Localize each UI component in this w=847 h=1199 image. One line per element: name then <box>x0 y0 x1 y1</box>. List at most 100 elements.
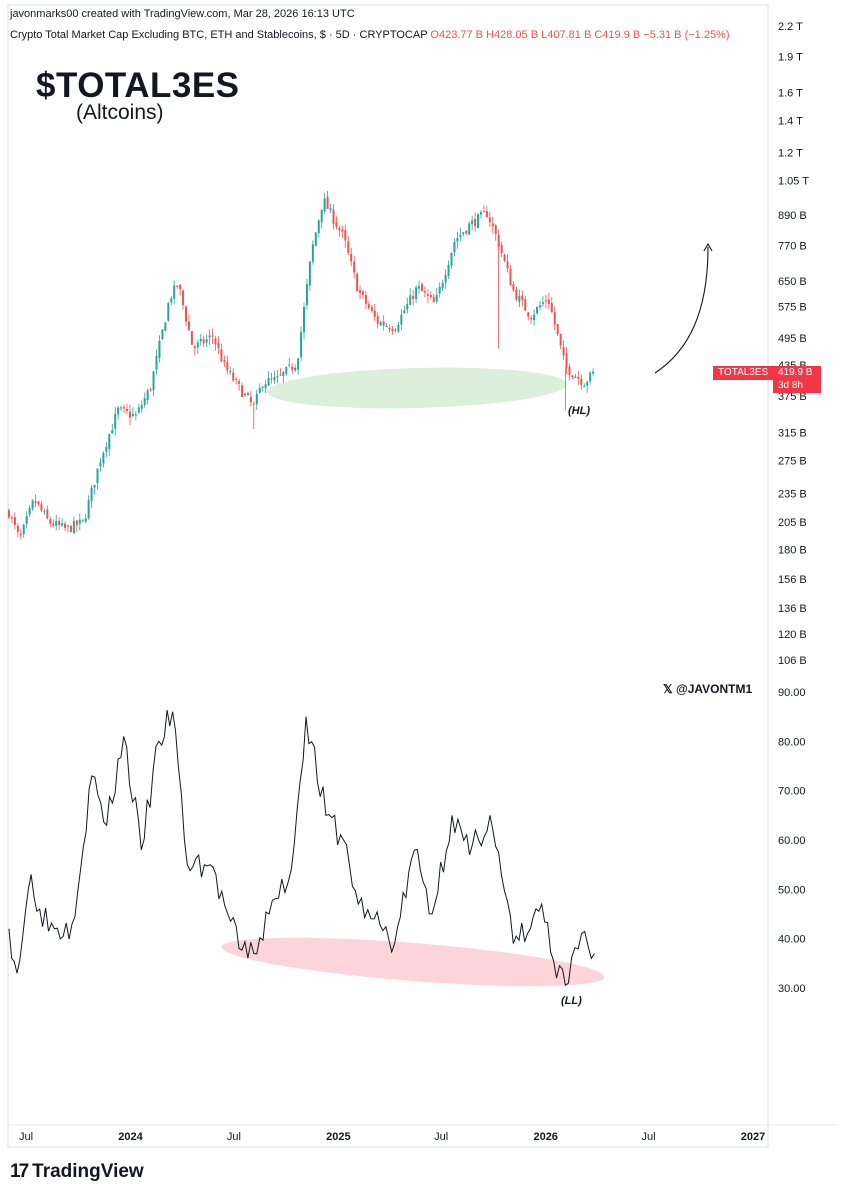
candle-body <box>131 414 134 417</box>
candle-body <box>527 312 530 317</box>
candle-body <box>353 261 356 273</box>
candle-body <box>126 409 128 411</box>
candle-body <box>72 521 75 534</box>
price-tick-label: 180 B <box>778 544 807 556</box>
symbol-description: Crypto Total Market Cap Excluding BTC, E… <box>10 29 428 41</box>
candle-body <box>521 295 524 300</box>
candle-body <box>347 241 350 253</box>
candle-body <box>359 290 362 293</box>
candle-body <box>276 376 279 378</box>
candle-body <box>541 302 544 304</box>
candle-body <box>249 396 252 403</box>
candle-body <box>497 234 500 247</box>
time-tick-label: Jul <box>434 1131 448 1143</box>
candle-body <box>547 299 550 304</box>
candle-body <box>447 264 450 276</box>
candle-body <box>31 500 34 509</box>
candle-body <box>450 252 453 266</box>
candle-body <box>69 526 72 532</box>
candle-body <box>37 501 40 505</box>
divergence-ellipse-red <box>221 937 605 987</box>
candle-body <box>10 517 13 519</box>
candle-body <box>99 462 102 467</box>
candle-body <box>332 209 335 224</box>
badge-value: 419.9 B 3d 8h <box>773 366 821 393</box>
candle-body <box>182 290 185 306</box>
time-tick-label: 2025 <box>326 1131 350 1143</box>
candle-body <box>158 340 161 358</box>
candle-body <box>456 238 459 242</box>
candle-body <box>506 261 509 269</box>
price-tick-label: 275 B <box>778 456 807 468</box>
candle-body <box>294 367 297 371</box>
price-tick-label: 890 B <box>778 210 807 222</box>
time-tick-label: 2024 <box>118 1131 143 1143</box>
price-tick-label: 495 B <box>778 333 807 345</box>
candle-body <box>190 331 193 345</box>
candle-body <box>55 520 58 526</box>
candle-body <box>480 212 482 215</box>
candle-body <box>270 378 273 380</box>
candle-body <box>102 452 105 464</box>
candle-body <box>164 322 167 332</box>
indicator-tick-label: 80.00 <box>778 736 806 748</box>
candle-body <box>311 244 314 262</box>
candle-body <box>412 296 415 300</box>
candle-body <box>418 286 421 289</box>
candle-body <box>232 372 235 381</box>
candle-body <box>208 335 211 338</box>
indicator-tick-label: 50.00 <box>778 884 806 896</box>
candle-body <box>179 284 182 290</box>
candle-body <box>485 211 488 218</box>
price-tick-label: 375 B <box>778 391 807 403</box>
candle-body <box>536 307 539 314</box>
candle-body <box>488 217 491 223</box>
price-tick-label: 235 B <box>778 489 807 501</box>
candle-body <box>477 214 480 229</box>
candle-body <box>509 268 512 286</box>
candle-body <box>367 304 370 309</box>
projection-arrow <box>654 246 709 374</box>
price-tick-label: 1.9 T <box>778 52 803 64</box>
author-handle: 𝕏 @JAVONTM1 <box>663 682 753 696</box>
candle-body <box>78 519 81 524</box>
candle-body <box>468 223 471 235</box>
candle-body <box>512 284 515 291</box>
candle-body <box>550 303 553 313</box>
price-tick-label: 106 B <box>778 655 807 667</box>
candle-body <box>223 360 226 362</box>
price-tick-label: 120 B <box>778 629 807 641</box>
candle-body <box>105 447 108 452</box>
candle-body <box>43 511 46 513</box>
candle-body <box>120 407 123 409</box>
candle-body <box>491 223 494 227</box>
indicator-tick-label: 60.00 <box>778 835 806 847</box>
time-tick-label: Jul <box>227 1131 241 1143</box>
price-tick-label: 2.2 T <box>778 21 803 33</box>
candle-body <box>8 510 10 518</box>
candle-body <box>75 520 78 526</box>
price-tick-label: 1.05 T <box>778 176 809 188</box>
candle-body <box>482 211 485 213</box>
candle-body <box>167 303 170 321</box>
tradingview-logo-icon: 17 <box>10 1161 29 1182</box>
candle-body <box>226 361 229 371</box>
candle-body <box>376 316 379 324</box>
candle-body <box>67 525 69 527</box>
tradingview-footer[interactable]: 17 TradingView <box>10 1161 144 1183</box>
candle-body <box>273 377 276 381</box>
candle-body <box>362 291 364 295</box>
candle-body <box>432 296 435 303</box>
candle-body <box>559 333 562 346</box>
projection-arrowhead <box>703 242 713 252</box>
badge-symbol: TOTAL3ES <box>713 366 774 380</box>
candle-body <box>241 385 244 397</box>
candle-body <box>193 346 196 349</box>
candle-body <box>556 324 559 335</box>
candle-body <box>64 523 67 528</box>
time-tick-label: 2027 <box>741 1131 765 1143</box>
candle-body <box>93 484 96 488</box>
created-by-line: javonmarks00 created with TradingView.co… <box>10 8 355 20</box>
candle-body <box>22 524 25 535</box>
